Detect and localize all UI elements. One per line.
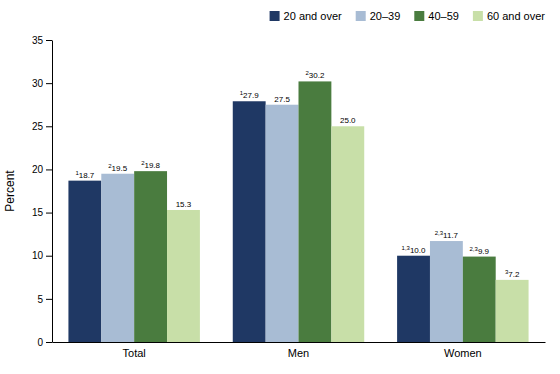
data-label: 2,311.7: [435, 230, 459, 240]
x-tick: Women: [444, 342, 482, 359]
y-tick-mark: [46, 83, 52, 84]
y-tick-mark: [46, 40, 52, 41]
y-tick: 30: [32, 78, 52, 89]
bar: [68, 181, 101, 342]
legend-label: 20 and over: [284, 10, 342, 22]
bars: [68, 81, 528, 342]
y-tick-label: 15: [32, 207, 44, 218]
legend-item: 20 and over: [270, 10, 342, 22]
y-tick: 25: [32, 121, 52, 132]
bar: [134, 171, 167, 342]
bar-series: [68, 101, 430, 342]
y-axis: 0 5 10 15 20 25 30 35: [32, 35, 53, 348]
data-label-value: 18.7: [79, 171, 95, 180]
data-label: 118.7: [75, 170, 94, 180]
legend-item: 60 and over: [473, 10, 545, 22]
data-label: 219.5: [108, 163, 127, 173]
data-label-value: 27.9: [243, 91, 259, 100]
y-tick-mark: [46, 256, 52, 257]
bar: [430, 241, 463, 342]
data-label: 27.5: [274, 95, 290, 104]
y-tick: 5: [37, 294, 52, 305]
data-label: 219.8: [141, 160, 160, 170]
legend-swatch: [414, 11, 424, 21]
x-tick: Total: [123, 342, 146, 359]
data-label: 37.2: [505, 269, 520, 279]
legend-item: 20–39: [356, 10, 401, 22]
legend-swatch: [473, 11, 483, 21]
data-label-value: 7.2: [508, 270, 520, 279]
x-tick-label: Total: [123, 347, 146, 359]
data-label-value: 11.7: [443, 231, 459, 240]
legend-label: 20–39: [370, 10, 401, 22]
bar: [463, 257, 496, 342]
bar: [397, 256, 430, 342]
data-label: 127.9: [240, 90, 259, 100]
data-label: 15.3: [176, 200, 192, 209]
bar-series: [134, 81, 496, 342]
bar: [266, 105, 299, 342]
y-tick-mark: [46, 126, 52, 127]
y-tick: 35: [32, 35, 52, 46]
y-tick: 15: [32, 207, 52, 218]
y-tick-mark: [46, 342, 52, 343]
x-axis-line: [53, 342, 546, 343]
data-label: 2,39.9: [470, 246, 490, 256]
y-tick-label: 20: [32, 164, 44, 175]
data-label-value: 27.5: [274, 95, 290, 104]
x-tick-label: Men: [288, 347, 309, 359]
data-label-value: 19.5: [112, 164, 128, 173]
data-label-value: 15.3: [176, 200, 192, 209]
y-axis-line: [52, 41, 53, 343]
data-label-value: 9.9: [478, 247, 490, 256]
y-axis-title: Percent: [3, 170, 17, 212]
data-label: 25.0: [340, 116, 356, 125]
y-tick-label: 0: [37, 337, 43, 348]
legend-swatch: [270, 11, 280, 21]
data-label: 1,310.0: [402, 245, 426, 255]
x-axis: Total Men Women: [53, 342, 546, 359]
legend-label: 40–59: [428, 10, 459, 22]
y-tick-label: 5: [37, 294, 43, 305]
y-tick-label: 25: [32, 121, 44, 132]
bar-series: [167, 126, 529, 342]
y-tick: 10: [32, 250, 52, 261]
bar: [101, 174, 134, 342]
chart: 118.7 127.9 1,310.0 219.5 27.5 2,311.7 219.8 23…: [0, 0, 560, 374]
bar: [233, 101, 266, 342]
y-tick: 20: [32, 164, 52, 175]
bar: [331, 126, 364, 342]
y-tick-mark: [46, 299, 52, 300]
legend-label: 60 and over: [487, 10, 545, 22]
data-label: 230.2: [305, 70, 324, 80]
data-label-value: 19.8: [144, 161, 160, 170]
y-tick: 0: [37, 337, 52, 348]
y-tick-label: 35: [32, 35, 44, 46]
y-tick-label: 10: [32, 250, 44, 261]
bar: [496, 280, 529, 342]
y-tick-mark: [46, 213, 52, 214]
x-tick-label: Women: [444, 347, 482, 359]
bar: [299, 81, 332, 342]
legend-swatch: [356, 11, 366, 21]
bar: [167, 210, 200, 342]
data-label-value: 25.0: [340, 116, 356, 125]
x-tick: Men: [288, 342, 309, 359]
data-label-value: 10.0: [410, 246, 426, 255]
legend-item: 40–59: [414, 10, 459, 22]
bar-series: [101, 105, 463, 342]
data-labels: 118.7 127.9 1,310.0 219.5 27.5 2,311.7 219.8 23…: [75, 70, 520, 278]
data-label-value: 30.2: [309, 71, 325, 80]
legend: 20 and over 20–39 40–59 60 and over: [270, 10, 546, 22]
y-tick-label: 30: [32, 78, 44, 89]
y-tick-mark: [46, 169, 52, 170]
